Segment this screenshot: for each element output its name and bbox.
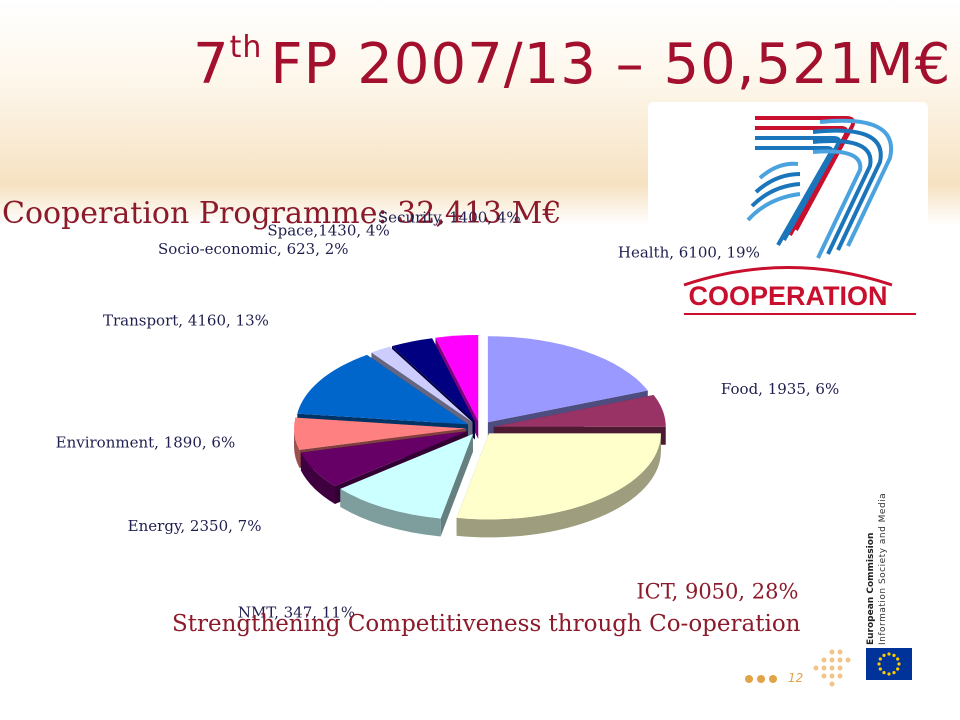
pie-slice-label: Food, 1935, 6%: [721, 380, 839, 398]
dots-decoration-icon: [745, 675, 777, 683]
pie-slice-label: Space,1430, 4%: [267, 222, 389, 240]
fp7-cooperation-logo: COOPERATION: [648, 102, 928, 320]
programme-subtitle: Cooperation Programme: 32,413 M€: [2, 196, 562, 231]
pie-slice-label: Energy, 2350, 7%: [128, 517, 262, 535]
pie-slice-label: Health, 6100, 19%: [618, 244, 760, 262]
logo-wordmark: COOPERATION: [688, 281, 887, 311]
pie-slice-label: NMT, 347, 11%: [238, 604, 355, 622]
pie-label-group: Health, 6100, 19% Food, 1935, 6% ICT, 9050…: [56, 208, 840, 621]
pie-slice-label: Security, 1400, 4%: [378, 208, 521, 226]
fp7-seven-logo-icon: COOPERATION: [683, 116, 916, 315]
eu-flag-icon: [866, 648, 912, 680]
footer-tagline: Strengthening Competitiveness through Co…: [172, 611, 801, 637]
dot-grid-decoration-icon: [813, 649, 851, 687]
eu-org-name: European Commission: [866, 532, 876, 645]
pie-slice-group: [294, 335, 666, 538]
page-number: 12: [788, 671, 804, 685]
pie-slice: [340, 434, 473, 537]
pie-slice-label: Socio-economic, 623, 2%: [158, 240, 349, 258]
pie-slice-label: Environment, 1890, 6%: [56, 433, 236, 451]
pie-slice: [456, 433, 661, 538]
eu-dg-name: Information Society and Media: [878, 492, 888, 645]
european-commission-branding: European Commission Information Society …: [865, 493, 889, 645]
page-title: 7th FP 2007/13 – 50,521M€: [193, 30, 952, 97]
pie-slice-label: Transport, 4160, 13%: [103, 311, 269, 329]
pie-slice-label: ICT, 9050, 28%: [636, 579, 798, 603]
